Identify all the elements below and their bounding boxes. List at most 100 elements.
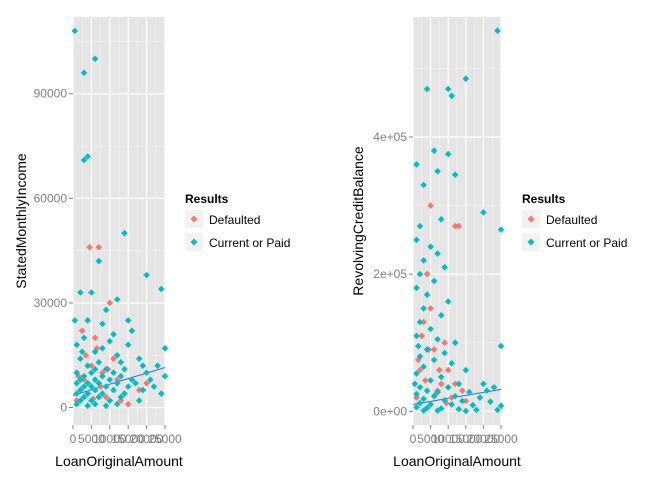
left-point-current	[121, 390, 128, 397]
left-point-defaulted	[99, 369, 106, 376]
right-point-current	[420, 363, 427, 370]
right-legend-title: Results	[522, 192, 566, 206]
left-point-current	[106, 376, 114, 383]
left-legend: Results Defaulted Current or Paid	[185, 192, 290, 251]
right-point-defaulted	[416, 366, 424, 374]
left-point-current	[91, 386, 99, 394]
left-point-current	[73, 369, 80, 376]
right-x-tick-label: 15000	[449, 432, 483, 446]
left-point-current	[84, 317, 91, 324]
left-trend-line	[72, 366, 166, 396]
left-point-current	[80, 383, 88, 390]
right-point-current	[455, 380, 463, 388]
right-point-current	[451, 392, 459, 400]
right-point-current	[430, 392, 438, 400]
left-point-current	[113, 296, 121, 303]
left-point-current	[73, 390, 80, 397]
right-point-defaulted	[418, 332, 426, 340]
right-point-current	[413, 332, 420, 340]
left-point-current	[84, 379, 91, 387]
left-point-defaulted	[95, 243, 103, 251]
right-point-current	[427, 243, 434, 250]
right-point-defaulted	[459, 387, 466, 394]
left-point-defaulted	[135, 386, 143, 394]
left-point-current	[77, 376, 84, 383]
right-point-current	[413, 370, 420, 377]
right-point-defaulted	[441, 339, 448, 346]
right-point-current	[415, 342, 422, 350]
right-point-defaulted	[423, 270, 431, 278]
left-legend-marker-current	[190, 238, 198, 246]
right-point-current	[437, 216, 445, 223]
right-point-current	[466, 388, 473, 396]
left-point-current	[106, 338, 114, 345]
right-point-current	[416, 399, 424, 407]
right-point-defaulted	[430, 346, 438, 353]
left-point-current	[73, 341, 80, 349]
left-point-current	[91, 376, 99, 383]
left-point-current	[95, 257, 103, 265]
right-point-current	[490, 384, 498, 391]
right-point-current	[448, 92, 455, 100]
right-point-current	[430, 277, 438, 285]
left-point-current	[73, 400, 80, 408]
right-point-defaulted	[444, 366, 452, 374]
left-x-tick-label: 25000	[148, 432, 182, 446]
right-point-current	[480, 209, 487, 216]
right-point-current	[497, 342, 505, 350]
right-y-ticks: 0e+00 2e+05 4e+05	[373, 130, 413, 418]
right-legend-label-current: Current or Paid	[546, 236, 627, 250]
right-point-defaulted	[436, 366, 443, 374]
right-point-current	[437, 373, 445, 381]
left-point-current	[128, 327, 136, 335]
right-point-current	[423, 404, 431, 412]
left-point-current	[143, 271, 150, 279]
left-legend-label-current: Current or Paid	[209, 236, 290, 250]
left-point-current	[113, 379, 121, 387]
right-point-defaulted	[451, 380, 459, 388]
left-point-current	[147, 376, 154, 383]
right-point-current	[413, 403, 420, 411]
left-point-defaulted	[80, 376, 88, 383]
right-point-current	[462, 407, 470, 415]
left-point-current	[84, 390, 91, 397]
left-point-defaulted	[110, 355, 117, 362]
left-point-current	[117, 358, 125, 366]
right-point-current	[437, 312, 445, 319]
right-point-current	[423, 346, 431, 353]
left-point-current	[154, 362, 161, 369]
right-point-current	[444, 384, 452, 391]
left-point-current	[150, 383, 158, 390]
left-point-defaulted	[117, 397, 125, 404]
left-point-current	[102, 306, 110, 314]
left-point-current	[77, 289, 84, 296]
right-point-defaulted	[420, 318, 427, 326]
left-point-current	[135, 355, 143, 362]
left-point-current	[73, 379, 80, 387]
left-point-defaulted	[73, 397, 80, 404]
left-point-current	[88, 397, 95, 404]
right-point-current	[413, 161, 420, 168]
right-y-axis-title: RevolvingCreditBalance	[350, 146, 366, 296]
right-point-current	[423, 387, 431, 394]
left-point-current	[135, 397, 143, 404]
left-point-current	[71, 27, 79, 35]
left-point-current	[80, 393, 88, 401]
left-point-current	[139, 386, 147, 394]
right-point-current	[416, 270, 424, 278]
right-data-points	[411, 27, 505, 415]
right-point-defaulted	[437, 380, 445, 388]
left-y-tick-label: 90000	[34, 87, 68, 101]
left-point-current	[91, 400, 99, 408]
right-point-current	[497, 402, 505, 410]
left-point-current	[80, 372, 88, 380]
left-point-current	[102, 383, 110, 390]
right-point-current	[420, 181, 427, 189]
right-point-current	[459, 397, 466, 405]
right-y-tick-label: 4e+05	[373, 130, 407, 144]
left-point-current	[158, 390, 165, 397]
